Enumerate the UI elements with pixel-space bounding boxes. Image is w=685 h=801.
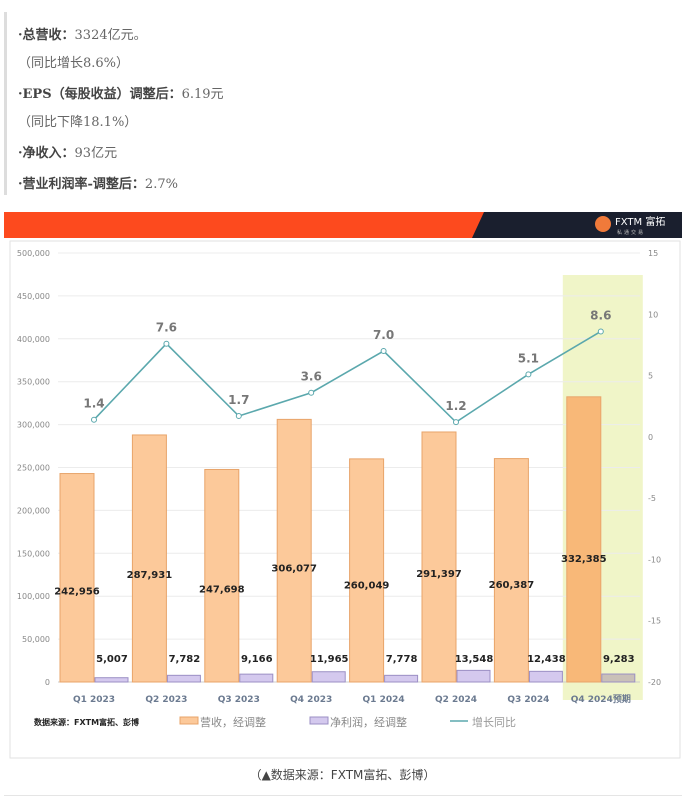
net-profit-bar — [239, 673, 274, 683]
growth-point — [597, 328, 604, 335]
quote-bar — [4, 12, 7, 195]
left-axis-tick: 250,000 — [17, 464, 50, 473]
net-profit-label: 11,965 — [310, 654, 349, 665]
net-profit-label: 7,778 — [386, 654, 418, 665]
legend-growth-label: 增长同比 — [472, 715, 516, 729]
right-axis-tick: -20 — [648, 678, 661, 687]
net-profit-bar — [166, 674, 201, 683]
legend-net-swatch — [309, 716, 329, 725]
growth-label: 1.2 — [445, 399, 466, 413]
growth-point — [380, 348, 387, 355]
growth-line — [93, 330, 602, 424]
net-profit-label: 5,007 — [96, 654, 128, 665]
category-label: Q1 2023 — [73, 695, 115, 705]
growth-label: 7.6 — [156, 321, 177, 335]
left-axis-tick: 0 — [45, 678, 50, 687]
left-axis-tick: 50,000 — [22, 635, 50, 644]
revenue-bar — [493, 458, 529, 683]
net-profit-bar — [311, 671, 346, 683]
right-axis-tick: 0 — [648, 433, 653, 442]
category-label: Q3 2023 — [218, 695, 260, 705]
right-axis-tick: 5 — [648, 372, 653, 381]
category-label: Q2 2024 — [435, 695, 477, 705]
right-axis-tick: -10 — [648, 555, 661, 564]
growth-point — [163, 340, 170, 347]
left-axis-tick: 350,000 — [17, 378, 50, 387]
growth-label: 5.1 — [518, 351, 539, 365]
net-profit-label: 9,283 — [603, 654, 635, 665]
brand-name: FXTM 富拓 — [615, 215, 665, 228]
category-label: Q1 2024 — [363, 695, 405, 705]
revenue-bar — [131, 434, 167, 683]
chart: FXTM 富拓 私通交易 0 50,000 100,000 150,000 200,00… — [4, 212, 682, 759]
category-label: Q2 2023 — [145, 695, 187, 705]
revenue-bar — [421, 431, 457, 683]
caption: （▲数据来源：FXTM富拓、彭博） — [249, 768, 436, 782]
right-axis-tick: -5 — [648, 494, 656, 503]
net-profit-label: 13,548 — [455, 654, 494, 665]
brand-subtitle: 私通交易 — [617, 229, 645, 236]
left-axis-tick: 400,000 — [17, 335, 50, 344]
growth-label: 7.0 — [373, 328, 394, 342]
revenue-label: 287,931 — [127, 570, 173, 581]
revenue-label: 242,956 — [54, 586, 100, 597]
revenue-label: 306,077 — [271, 564, 317, 575]
left-axis-tick: 450,000 — [17, 292, 50, 301]
category-label: Q4 2023 — [290, 695, 332, 705]
revenue-bar — [349, 458, 385, 683]
growth-label: 1.4 — [83, 397, 104, 411]
category-label: Q3 2024 — [507, 695, 549, 705]
growth-label: 1.7 — [228, 393, 249, 407]
right-axis-tick: 10 — [648, 310, 658, 319]
left-axis-tick: 100,000 — [17, 592, 50, 601]
summary-eps-change: （同比下降18.1%） — [18, 115, 138, 130]
revenue-bar — [59, 473, 95, 683]
growth-point — [453, 419, 459, 426]
summary-revenue: ·总营收：3324亿元。 — [18, 28, 147, 43]
legend-revenue-swatch — [179, 716, 199, 725]
net-profit-bar — [528, 670, 563, 683]
legend-revenue-label: 营收，经调整 — [200, 715, 266, 729]
net-profit-label: 12,438 — [527, 654, 566, 665]
legend-net-label: 净利润，经调整 — [330, 715, 407, 729]
net-profit-bar — [456, 669, 491, 683]
source-note: 数据来源：FXTM富拓、彭博 — [34, 717, 139, 727]
growth-point — [91, 416, 97, 423]
revenue-label: 260,387 — [489, 580, 535, 591]
revenue-bar — [566, 396, 602, 683]
revenue-label: 332,385 — [561, 554, 607, 565]
header-navy-band — [472, 212, 682, 238]
summary-net: ·净收入：93亿元 — [18, 146, 118, 161]
growth-point — [525, 371, 532, 378]
divider — [4, 795, 682, 796]
net-profit-bar — [601, 673, 636, 683]
summary-eps: ·EPS（每股收益）调整后：6.19元 — [18, 87, 224, 102]
revenue-bar — [204, 468, 240, 683]
revenue-label: 260,049 — [344, 580, 390, 591]
growth-point — [235, 413, 242, 420]
summary-margin: ·营业利润率-调整后：2.7% — [18, 177, 178, 192]
growth-point — [308, 389, 315, 396]
left-axis-tick: 150,000 — [17, 549, 50, 558]
revenue-bar — [276, 418, 312, 683]
revenue-label: 247,698 — [199, 585, 245, 596]
left-axis-tick: 300,000 — [17, 421, 50, 430]
net-profit-label: 9,166 — [241, 654, 273, 665]
left-axis-tick: 500,000 — [17, 249, 50, 258]
header-orange-band — [4, 212, 484, 238]
growth-label: 3.6 — [301, 370, 322, 384]
fxtm-logo-icon — [595, 216, 611, 232]
revenue-label: 291,397 — [416, 569, 462, 580]
net-profit-bar — [384, 674, 419, 683]
right-axis-tick: -15 — [648, 617, 661, 626]
right-axis-tick: 15 — [648, 249, 658, 258]
net-profit-label: 7,782 — [169, 654, 201, 665]
growth-label: 8.6 — [590, 308, 611, 322]
left-axis-tick: 200,000 — [17, 506, 50, 515]
summary-revenue-growth: （同比增长8.6%） — [18, 56, 130, 71]
category-label: Q4 2024预期 — [571, 693, 631, 705]
net-profit-bar — [94, 677, 129, 683]
